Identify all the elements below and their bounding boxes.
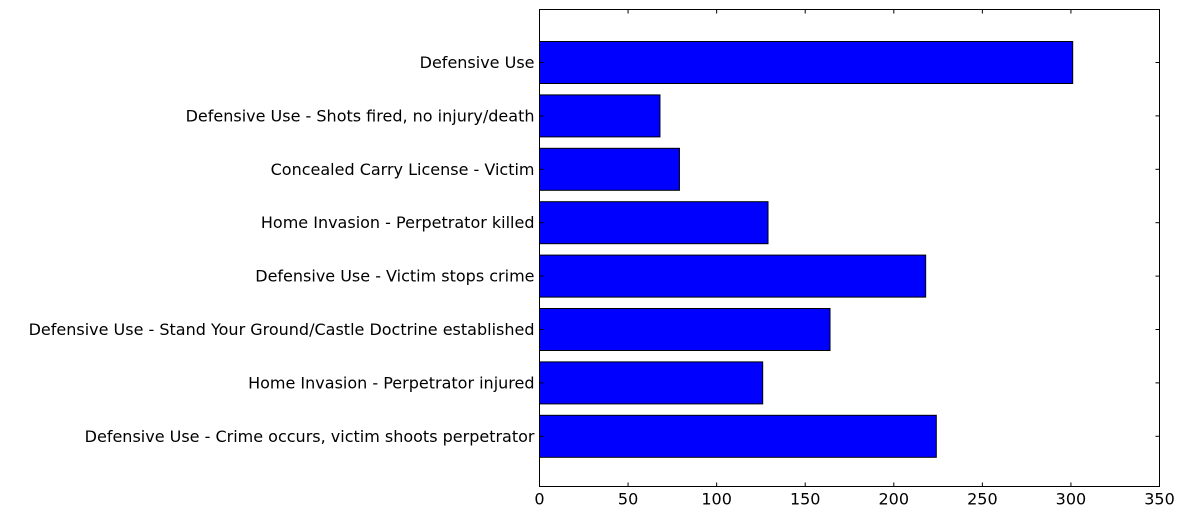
- x-tick-label: 0: [534, 490, 544, 509]
- y-tick-label: Defensive Use - Crime occurs, victim sho…: [85, 427, 535, 446]
- y-tick-labels: Defensive Use Defensive Use - Shots fired…: [29, 53, 535, 446]
- x-ticks-group: 0 50 100 150 200 250 300 350: [534, 9, 1175, 509]
- bar: [539, 147, 680, 191]
- y-tick-label: Defensive Use: [420, 53, 535, 72]
- x-tick-label: 350: [1144, 490, 1175, 509]
- y-tick-label: Defensive Use - Shots fired, no injury/d…: [186, 106, 535, 125]
- bar: [539, 94, 661, 138]
- x-tick-label: 150: [790, 490, 821, 509]
- x-tick-label: 300: [1056, 490, 1087, 509]
- bars-group: [539, 41, 1160, 458]
- bar: [539, 254, 927, 298]
- x-tick-label: 100: [701, 490, 732, 509]
- y-tick-label: Home Invasion - Perpetrator injured: [248, 373, 534, 392]
- y-tick-label: Home Invasion - Perpetrator killed: [261, 213, 535, 232]
- bar: [539, 414, 937, 458]
- y-tick-label: Concealed Carry License - Victim: [271, 160, 535, 179]
- bar: [539, 308, 831, 351]
- x-tick-label: 50: [618, 490, 638, 509]
- bar: [539, 361, 764, 405]
- bar: [539, 41, 1074, 84]
- plot-area: [539, 9, 1160, 487]
- bar: [539, 201, 769, 245]
- y-tick-label: Defensive Use - Stand Your Ground/Castle…: [29, 320, 535, 339]
- x-tick-label: 250: [967, 490, 998, 509]
- y-tick-label: Defensive Use - Victim stops crime: [255, 267, 534, 286]
- x-tick-label: 200: [879, 490, 910, 509]
